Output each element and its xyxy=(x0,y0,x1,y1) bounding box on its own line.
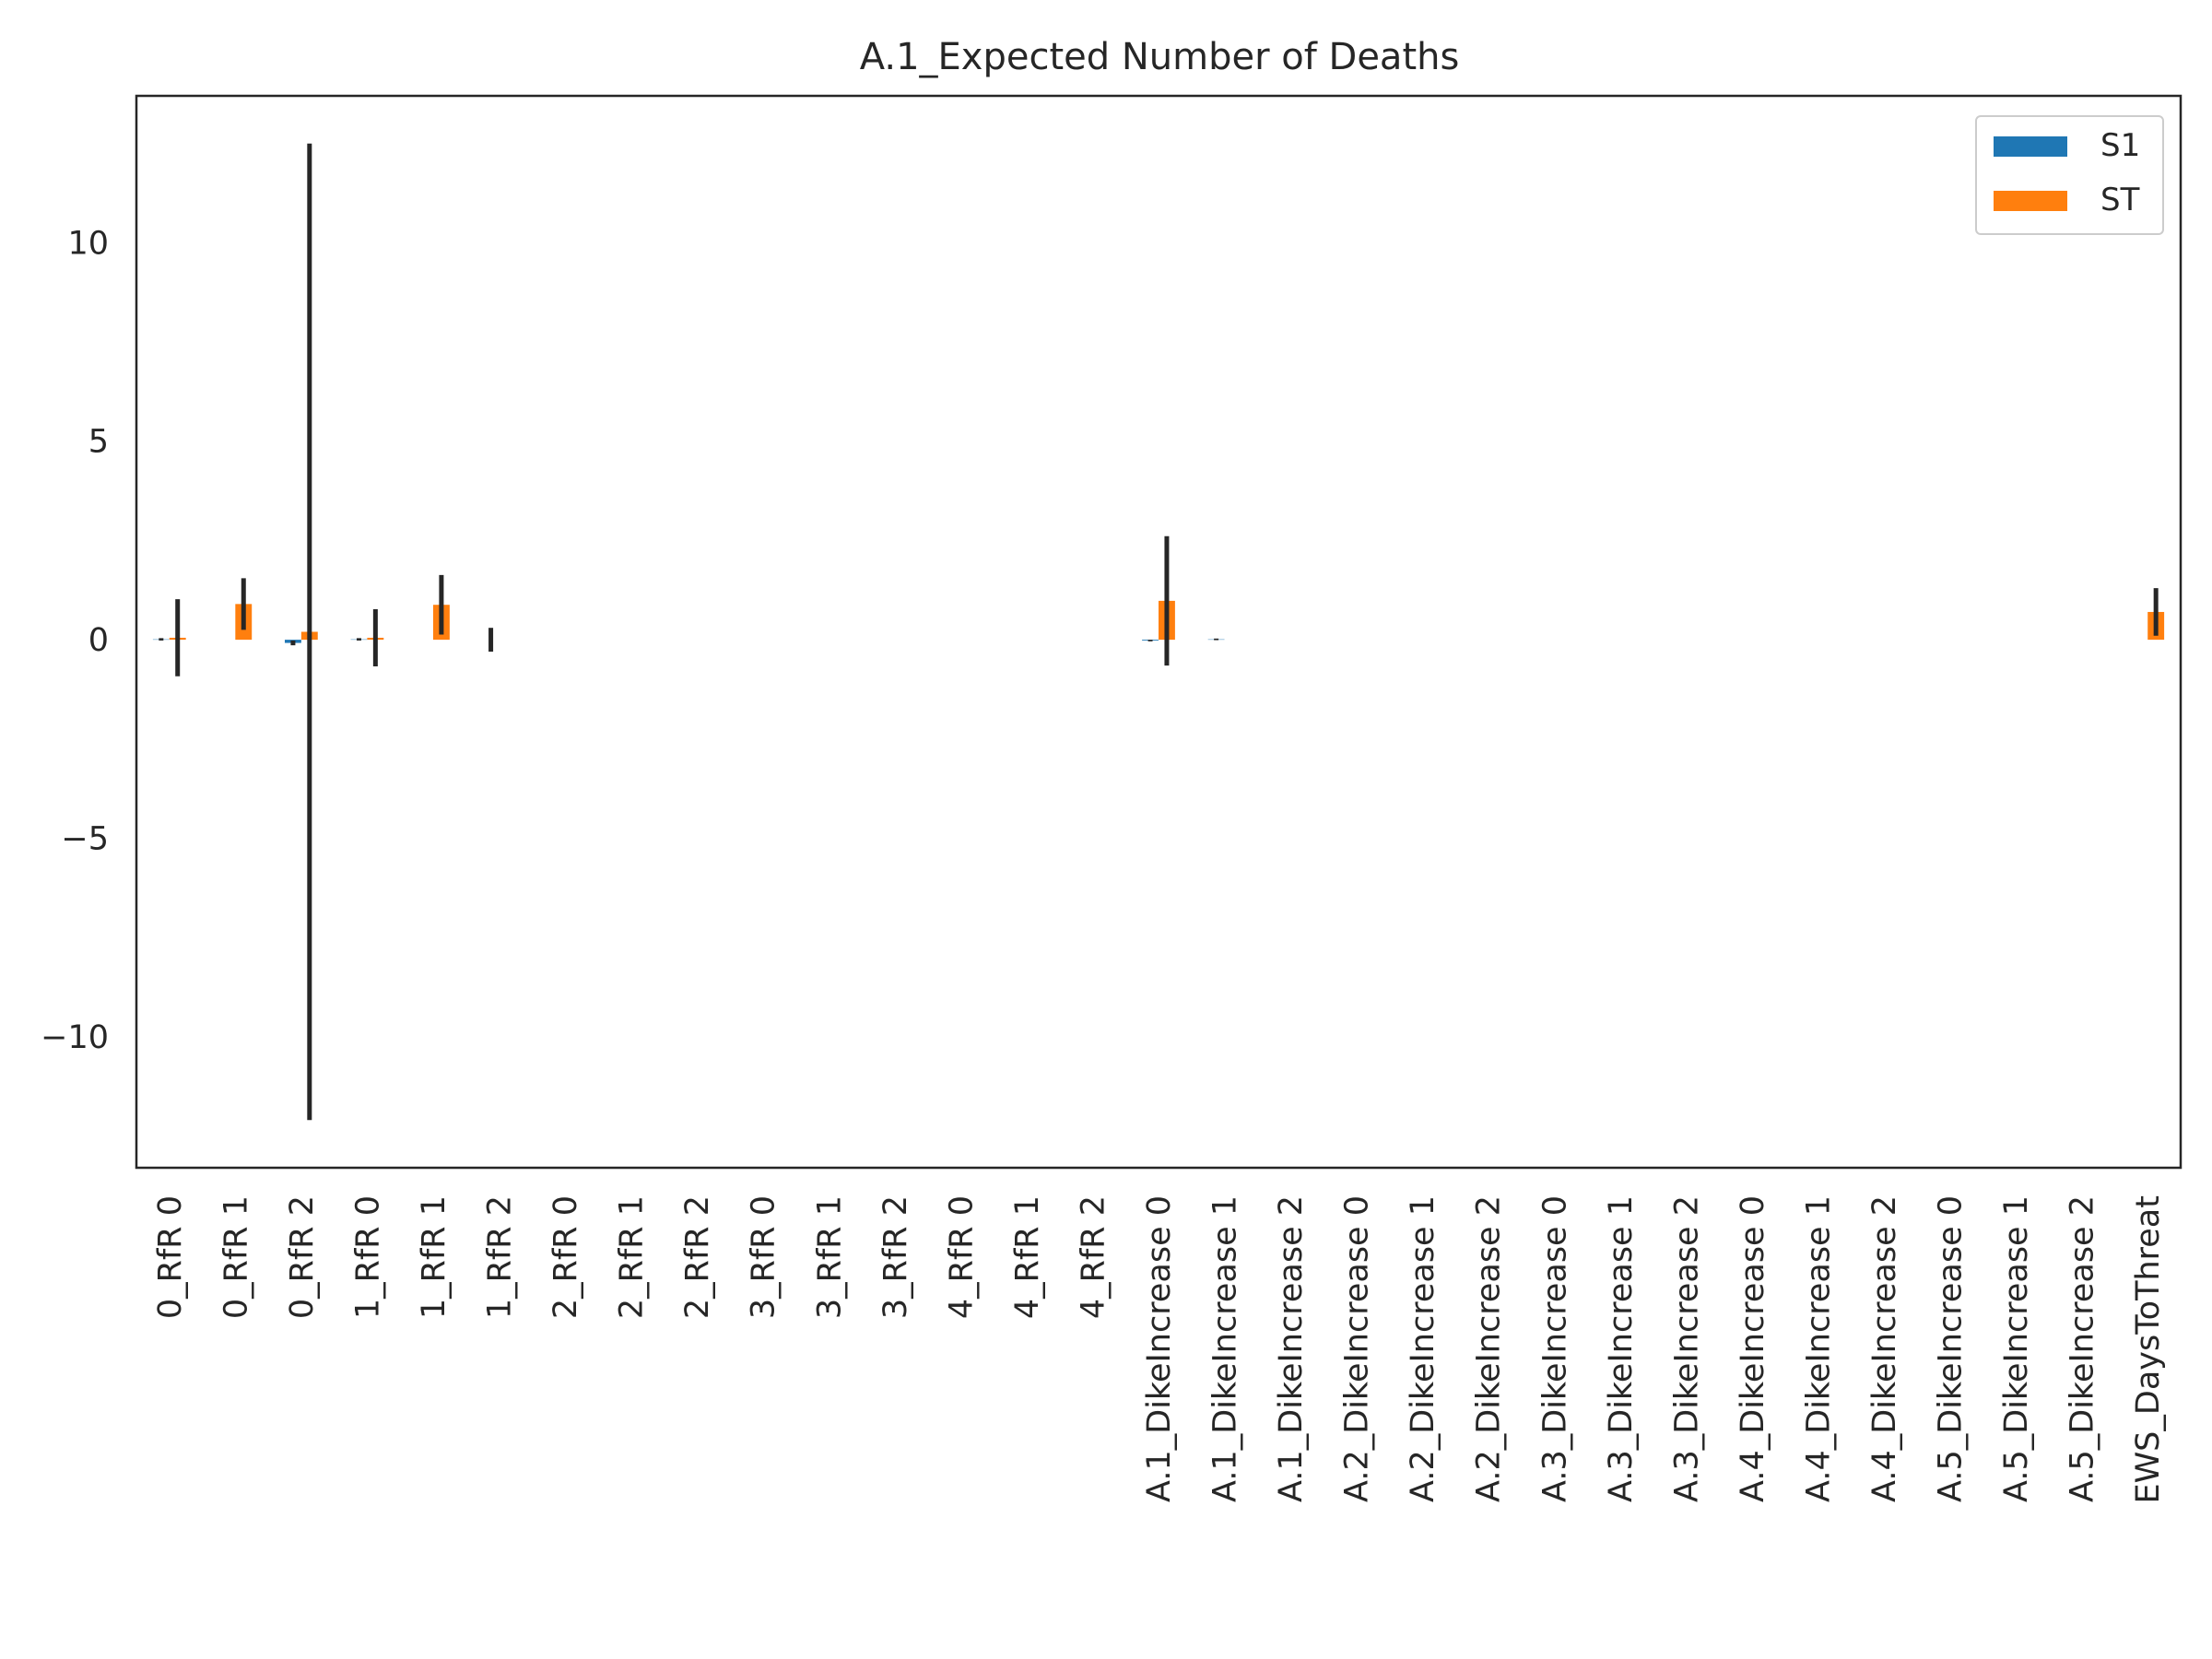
y-tick-label: −10 xyxy=(41,1019,109,1056)
x-tick-label: A.2_DikeIncrease 1 xyxy=(1405,1195,1441,1502)
y-tick-label: 5 xyxy=(88,424,109,461)
x-axis: 0_RfR 0 0_RfR 1 0_RfR 2 1_RfR 0 1_RfR 1 1_RfR… xyxy=(152,1195,2167,1504)
x-tick-label: A.4_DikeIncrease 1 xyxy=(1800,1195,1837,1502)
x-tick-label: A.2_DikeIncrease 0 xyxy=(1339,1195,1376,1502)
x-tick-label: A.5_DikeIncrease 2 xyxy=(2065,1195,2101,1502)
x-tick-label: 2_RfR 0 xyxy=(547,1195,584,1319)
x-tick-label: 4_RfR 2 xyxy=(1075,1195,1112,1319)
x-tick-label: 1_RfR 0 xyxy=(349,1195,386,1319)
x-tick-label: 2_RfR 2 xyxy=(679,1195,716,1319)
legend-label-s1: S1 xyxy=(2100,127,2140,164)
x-tick-label: 2_RfR 1 xyxy=(614,1195,651,1319)
x-tick-label: 3_RfR 2 xyxy=(877,1195,914,1319)
x-tick-label: A.4_DikeIncrease 0 xyxy=(1735,1195,1771,1502)
x-tick-label: A.3_DikeIncrease 2 xyxy=(1668,1195,1705,1502)
legend-swatch-st xyxy=(1994,191,2067,211)
x-tick-label: A.4_DikeIncrease 2 xyxy=(1866,1195,1903,1502)
legend: S1 ST xyxy=(1975,115,2164,235)
x-tick-label: A.1_DikeIncrease 0 xyxy=(1141,1195,1178,1502)
x-tick-label: 4_RfR 1 xyxy=(1009,1195,1046,1319)
x-tick-label: EWS_DaysToThreat xyxy=(2130,1195,2167,1504)
x-tick-label: 3_RfR 0 xyxy=(746,1195,782,1319)
x-tick-label: A.1_DikeIncrease 1 xyxy=(1207,1195,1244,1502)
y-tick-label: 10 xyxy=(67,225,109,262)
x-tick-label: A.3_DikeIncrease 0 xyxy=(1536,1195,1573,1502)
x-tick-label: A.5_DikeIncrease 1 xyxy=(1998,1195,2035,1502)
x-tick-label: 4_RfR 0 xyxy=(943,1195,980,1319)
x-tick-label: 3_RfR 1 xyxy=(811,1195,848,1319)
x-tick-label: 1_RfR 2 xyxy=(482,1195,519,1319)
chart-title: A.1_Expected Number of Deaths xyxy=(860,36,1460,78)
x-tick-label: 1_RfR 1 xyxy=(416,1195,453,1319)
x-tick-label: A.1_DikeIncrease 2 xyxy=(1273,1195,1310,1502)
plot-frame xyxy=(135,94,2183,1170)
x-tick-label: A.2_DikeIncrease 2 xyxy=(1471,1195,1508,1502)
x-tick-label: 0_RfR 1 xyxy=(218,1195,254,1319)
y-tick-label: 0 xyxy=(88,622,109,659)
bars-layer xyxy=(152,600,2165,643)
x-tick-label: A.5_DikeIncrease 0 xyxy=(1933,1195,1970,1502)
legend-swatch-s1 xyxy=(1994,136,2067,157)
y-tick-label: −5 xyxy=(61,820,109,857)
y-axis: −10 −5 0 5 10 xyxy=(41,225,109,1055)
legend-label-st: ST xyxy=(2100,182,2140,218)
x-tick-label: 0_RfR 0 xyxy=(152,1195,189,1319)
error-bars-layer xyxy=(159,143,2159,1121)
x-tick-label: A.3_DikeIncrease 1 xyxy=(1603,1195,1640,1502)
x-tick-label: 0_RfR 2 xyxy=(284,1195,321,1319)
